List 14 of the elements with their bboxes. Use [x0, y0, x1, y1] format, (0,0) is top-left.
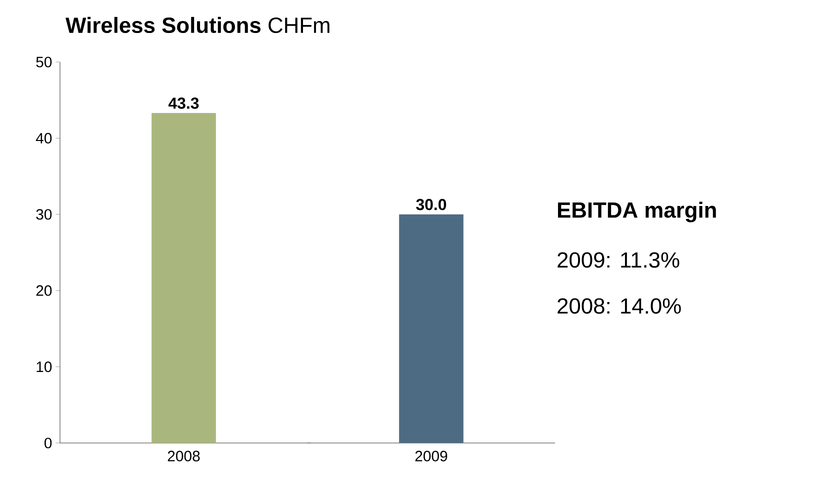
- text: EBITDA margin: [558, 202, 716, 222]
- x-tick-label: 2009: [415, 450, 448, 462]
- y-tick-label: 40: [36, 132, 52, 144]
- y-tick-label: 50: [36, 56, 52, 68]
- y-tick-label: 10: [36, 362, 52, 372]
- text: 2009: 11.3%: [558, 252, 680, 268]
- y-tick-label: 20: [36, 285, 52, 296]
- chart-title: Wireless Solutions CHFm: [66, 16, 330, 34]
- y-tick-label: 0: [44, 438, 52, 448]
- data-label: 43.3: [168, 98, 199, 109]
- data-label: 30.0: [416, 198, 446, 210]
- x-tick-label: 2008: [168, 450, 200, 462]
- y-tick-label: 30: [36, 209, 52, 220]
- text: 2008: 14.0%: [558, 298, 681, 314]
